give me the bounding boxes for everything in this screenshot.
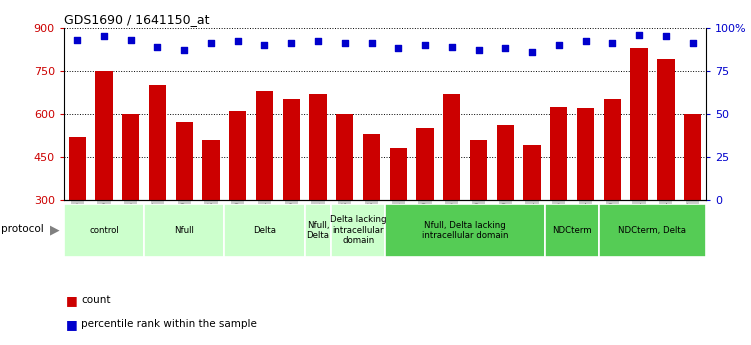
Text: Nfull,
Delta: Nfull, Delta xyxy=(306,220,330,240)
Bar xyxy=(545,204,599,257)
Point xyxy=(152,44,164,49)
Point xyxy=(71,37,83,42)
Bar xyxy=(550,107,568,286)
Point xyxy=(606,40,618,46)
Bar xyxy=(202,140,220,286)
Bar xyxy=(336,114,354,286)
Point xyxy=(98,33,110,39)
Bar xyxy=(305,204,331,257)
Point xyxy=(553,42,565,48)
Text: Delta: Delta xyxy=(253,226,276,235)
Bar xyxy=(443,94,460,286)
Point xyxy=(258,42,270,48)
Point xyxy=(285,40,297,46)
Text: Nfull, Delta lacking
intracellular domain: Nfull, Delta lacking intracellular domai… xyxy=(422,220,508,240)
Point xyxy=(205,40,217,46)
Text: ▶: ▶ xyxy=(50,223,60,236)
Point xyxy=(660,33,672,39)
Bar xyxy=(390,148,407,286)
Point xyxy=(580,39,592,44)
Text: NDCterm: NDCterm xyxy=(552,226,592,235)
Bar xyxy=(363,134,380,286)
Point xyxy=(446,44,458,49)
Point xyxy=(526,49,538,55)
Point xyxy=(178,47,190,53)
Bar xyxy=(225,204,305,257)
Bar xyxy=(599,204,706,257)
Text: ■: ■ xyxy=(66,294,78,307)
Bar xyxy=(523,146,541,286)
Point xyxy=(499,46,511,51)
Text: ■: ■ xyxy=(66,318,78,331)
Bar xyxy=(604,99,621,286)
Point xyxy=(686,40,698,46)
Bar xyxy=(144,204,225,257)
Text: protocol: protocol xyxy=(1,225,44,234)
Text: control: control xyxy=(89,226,119,235)
Text: NDCterm, Delta: NDCterm, Delta xyxy=(618,226,686,235)
Bar xyxy=(309,94,327,286)
Bar xyxy=(385,204,545,257)
Bar xyxy=(282,99,300,286)
Bar xyxy=(416,128,434,286)
Bar xyxy=(229,111,246,286)
Text: GDS1690 / 1641150_at: GDS1690 / 1641150_at xyxy=(64,13,210,27)
Point xyxy=(232,39,244,44)
Bar xyxy=(64,204,144,257)
Bar xyxy=(496,125,514,286)
Point xyxy=(472,47,484,53)
Point xyxy=(366,40,378,46)
Point xyxy=(125,37,137,42)
Point xyxy=(339,40,351,46)
Point xyxy=(633,32,645,37)
Bar xyxy=(176,122,193,286)
Bar xyxy=(630,48,648,286)
Bar xyxy=(470,140,487,286)
Text: count: count xyxy=(81,295,110,305)
Point xyxy=(312,39,324,44)
Text: Nfull: Nfull xyxy=(174,226,195,235)
Bar xyxy=(577,108,594,286)
Bar xyxy=(657,59,674,286)
Bar xyxy=(684,114,701,286)
Bar xyxy=(95,71,113,286)
Bar xyxy=(149,85,166,286)
Bar xyxy=(122,114,140,286)
Point xyxy=(419,42,431,48)
Bar xyxy=(256,91,273,286)
Text: percentile rank within the sample: percentile rank within the sample xyxy=(81,319,257,329)
Text: Delta lacking
intracellular
domain: Delta lacking intracellular domain xyxy=(330,215,386,245)
Bar xyxy=(331,204,385,257)
Point xyxy=(392,46,404,51)
Bar xyxy=(68,137,86,286)
